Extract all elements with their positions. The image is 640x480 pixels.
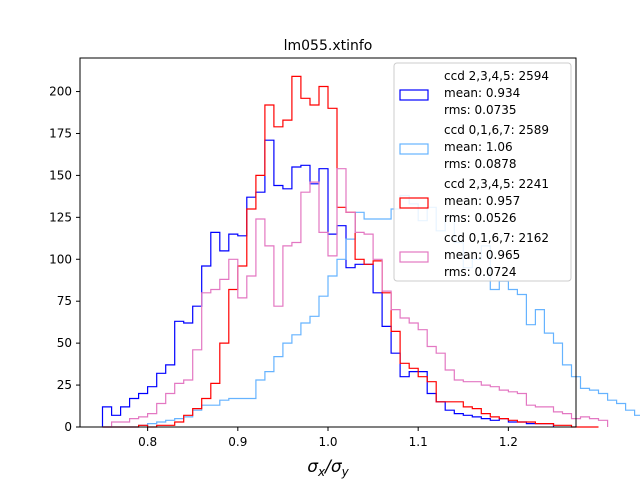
legend-swatch xyxy=(399,197,429,209)
legend-entry-rms: rms: 0.0724 xyxy=(444,265,517,279)
x-tick-label: 1.0 xyxy=(318,435,337,449)
legend-entry-name: ccd 2,3,4,5: 2594 xyxy=(444,69,549,83)
chart-title: lm055.xtinfo xyxy=(284,38,373,54)
y-tick-label: 75 xyxy=(57,294,72,308)
y-tick-label: 125 xyxy=(49,210,72,224)
legend-swatch xyxy=(399,89,429,101)
legend: ccd 2,3,4,5: 2594 mean: 0.934 rms: 0.0735 c… xyxy=(393,62,572,282)
legend-entry-name: ccd 0,1,6,7: 2589 xyxy=(444,123,549,137)
x-axis-ticks: 0.8 0.9 1.0 1.1 1.2 xyxy=(138,427,518,449)
x-tick-label: 1.1 xyxy=(409,435,428,449)
y-tick-label: 150 xyxy=(49,168,72,182)
legend-entry-name: ccd 0,1,6,7: 2162 xyxy=(444,231,549,245)
legend-entry-rms: rms: 0.0526 xyxy=(444,211,517,225)
legend-entry-rms: rms: 0.0878 xyxy=(444,157,517,171)
x-axis-label: σx/σy xyxy=(307,457,349,479)
x-tick-label: 0.9 xyxy=(228,435,247,449)
y-tick-label: 175 xyxy=(49,126,72,140)
legend-entry-mean: mean: 0.957 xyxy=(444,194,520,208)
legend-swatch xyxy=(399,143,429,155)
legend-swatch xyxy=(399,251,429,263)
legend-entry-rms: rms: 0.0735 xyxy=(444,103,517,117)
y-tick-label: 0 xyxy=(64,420,72,434)
y-tick-label: 200 xyxy=(49,85,72,99)
legend-box xyxy=(393,62,572,282)
legend-entry-mean: mean: 0.965 xyxy=(444,248,520,262)
legend-entry-mean: mean: 0.934 xyxy=(444,86,520,100)
y-tick-label: 100 xyxy=(49,252,72,266)
y-axis-ticks: 0 25 50 75 100 125 150 175 200 xyxy=(49,85,80,434)
legend-entry-mean: mean: 1.06 xyxy=(444,140,513,154)
x-tick-label: 0.8 xyxy=(138,435,157,449)
x-tick-label: 1.2 xyxy=(499,435,518,449)
legend-entry-name: ccd 2,3,4,5: 2241 xyxy=(444,177,549,191)
y-tick-label: 50 xyxy=(57,336,72,350)
series-4-histogram xyxy=(102,168,609,428)
y-tick-label: 25 xyxy=(57,378,72,392)
